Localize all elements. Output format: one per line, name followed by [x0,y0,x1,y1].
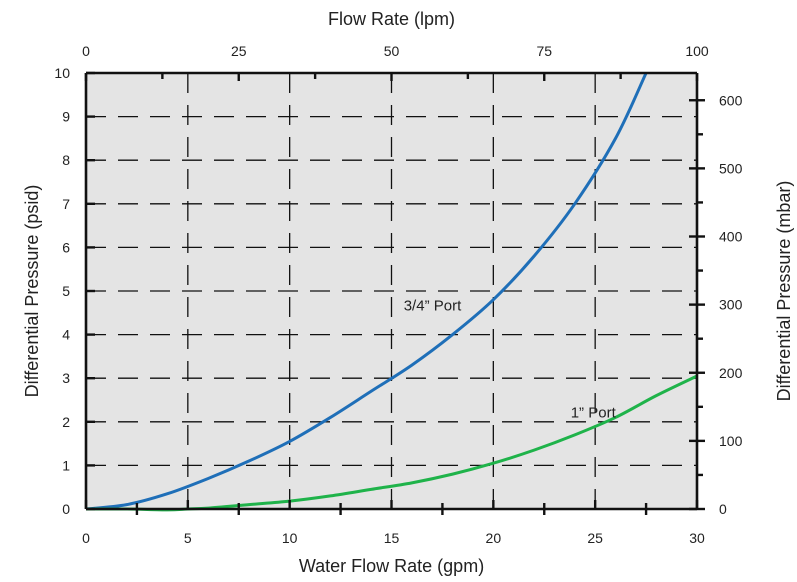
tick-label-left: 2 [62,414,70,430]
tick-label-top: 75 [536,43,552,59]
axis-title-right: Differential Pressure (mbar) [774,181,794,402]
tick-label-right: 300 [719,297,743,313]
tick-label-top: 50 [384,43,400,59]
tick-label-left: 9 [62,109,70,125]
series-label-3-4-port: 3/4” Port [404,298,462,315]
tick-label-bottom: 30 [689,530,705,546]
tick-label-left: 1 [62,457,70,473]
labels: 0 5 10 15 20 25 300 25 50 75 100012345678910010020… [22,9,794,576]
axis-title-left: Differential Pressure (psid) [22,185,42,398]
tick-label-left: 8 [62,152,70,168]
tick-label-left: 7 [62,196,70,212]
series-label-1-port: 1” Port [571,404,617,421]
tick-label-right: 400 [719,229,743,245]
tick-label-right: 600 [719,92,743,108]
tick-label-bottom: 10 [282,530,298,546]
tick-label-right: 200 [719,365,743,381]
axes [84,71,705,515]
axis-title-bottom: Water Flow Rate (gpm) [299,556,484,576]
tick-label-bottom: 5 [184,530,192,546]
tick-label-bottom: 20 [486,530,502,546]
tick-label-top: 0 [82,43,90,59]
tick-label-right: 0 [719,501,727,517]
tick-label-left: 10 [54,65,70,81]
tick-label-left: 3 [62,370,70,386]
grid [86,73,697,509]
tick-label-bottom: 25 [587,530,603,546]
tick-label-top: 25 [231,43,247,59]
axis-title-top: Flow Rate (lpm) [328,9,455,29]
tick-label-right: 100 [719,433,743,449]
tick-label-top: 100 [685,43,709,59]
tick-label-left: 6 [62,239,70,255]
tick-label-left: 4 [62,327,70,343]
tick-label-right: 500 [719,160,743,176]
series-line-3-4-port [85,72,648,511]
tick-label-bottom: 15 [384,530,400,546]
tick-label-bottom: 0 [82,530,90,546]
tick-label-left: 5 [62,283,70,299]
tick-label-left: 0 [62,501,70,517]
